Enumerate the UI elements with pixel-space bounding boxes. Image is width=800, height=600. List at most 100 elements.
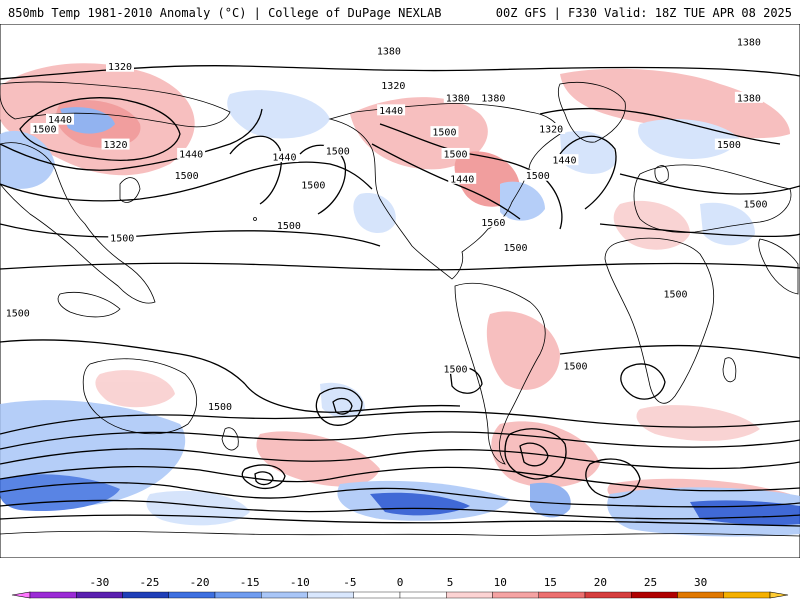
contour-1500-south-pacific-a bbox=[0, 339, 246, 385]
contour-trough-north-atlantic bbox=[559, 135, 617, 210]
height-label-bg bbox=[430, 126, 459, 138]
cold-anomaly-siberia-north bbox=[638, 119, 740, 159]
coast-maritime-continent bbox=[57, 291, 121, 318]
legend-color-box bbox=[723, 591, 771, 599]
height-label: 1500 bbox=[301, 181, 325, 192]
height-label: 1500 bbox=[564, 361, 588, 372]
legend-color-box bbox=[538, 591, 586, 599]
legend-tick-label: 30 bbox=[694, 576, 707, 589]
height-label: 1440 bbox=[179, 149, 203, 160]
contour-low-south-pacific-inner bbox=[254, 471, 274, 486]
height-label: 1380 bbox=[377, 47, 401, 58]
legend-color-box bbox=[76, 591, 123, 599]
height-label: 1320 bbox=[104, 140, 128, 151]
coast-india bbox=[758, 238, 799, 295]
coastlines bbox=[0, 81, 800, 537]
legend-tick-label: -10 bbox=[290, 576, 310, 589]
height-label: 1320 bbox=[381, 81, 405, 92]
contour-1140-south bbox=[0, 514, 800, 527]
height-label: 1380 bbox=[737, 93, 761, 104]
height-label: 1500 bbox=[526, 171, 550, 182]
legend-tick-label: 20 bbox=[594, 576, 607, 589]
legend-color-box bbox=[399, 591, 447, 599]
height-label-bg bbox=[741, 197, 770, 209]
height-label-bg bbox=[3, 306, 32, 318]
contour-trough-pacific-b bbox=[299, 144, 347, 215]
coast-siberia bbox=[0, 81, 231, 128]
height-label-bg bbox=[561, 359, 590, 371]
contour-north-1380 bbox=[0, 65, 800, 80]
cold-anomaly-us-east bbox=[500, 181, 545, 221]
height-label: 1500 bbox=[6, 308, 30, 319]
legend-color-box bbox=[677, 591, 724, 599]
contour-low-south-pacific bbox=[241, 464, 286, 490]
height-label: 1500 bbox=[32, 125, 56, 136]
height-label: 1560 bbox=[481, 218, 505, 229]
legend-color-box bbox=[29, 591, 77, 599]
contour-1500-south-pacific-b bbox=[244, 383, 461, 413]
height-label: 1440 bbox=[450, 174, 474, 185]
cold-anomaly-north-pacific bbox=[227, 90, 330, 139]
height-label-bg bbox=[714, 138, 743, 150]
height-label: 1440 bbox=[552, 156, 576, 167]
legend-color-box bbox=[584, 591, 632, 599]
coast-uk bbox=[654, 165, 669, 183]
height-label-bg bbox=[523, 169, 552, 181]
contour-1440-north-america bbox=[371, 143, 521, 220]
contour-1380-north-pacific-a bbox=[0, 108, 263, 171]
contour-1200-south bbox=[0, 499, 800, 520]
warm-anomaly-south-pacific bbox=[256, 431, 380, 487]
height-contours bbox=[0, 65, 800, 527]
height-label-bg bbox=[206, 400, 234, 412]
height-label-bg bbox=[448, 172, 477, 184]
height-label-bg bbox=[661, 288, 690, 300]
warm-anomaly-indian-ocean bbox=[636, 405, 760, 441]
legend-max-arrow bbox=[769, 591, 789, 599]
warm-anomaly-south-atlantic bbox=[491, 421, 600, 488]
height-label-bg bbox=[550, 154, 579, 166]
coast-south-america bbox=[454, 282, 546, 465]
height-label-layer: 1380132013801320138014401500150013201440… bbox=[3, 35, 770, 413]
coast-new-zealand bbox=[221, 427, 239, 451]
contour-1500-europe bbox=[599, 223, 800, 238]
contour-low-drake bbox=[504, 428, 567, 480]
contour-1500-high-inner bbox=[332, 397, 353, 415]
coast-antarctica bbox=[0, 530, 800, 537]
cold-anomaly-us-west bbox=[353, 193, 396, 234]
map-title: 850mb Temp 1981-2010 Anomaly (°C) | Coll… bbox=[8, 6, 442, 20]
contour-1440-south bbox=[0, 431, 800, 450]
contour-1320-south bbox=[0, 465, 800, 492]
legend-color-box bbox=[631, 591, 678, 599]
height-label: 1500 bbox=[744, 199, 768, 210]
legend-color-box bbox=[168, 591, 216, 599]
legend-tick-label: 15 bbox=[544, 576, 557, 589]
warm-anomaly-australia bbox=[95, 370, 175, 408]
height-label-bg bbox=[734, 91, 763, 103]
height-label-bg bbox=[374, 45, 403, 57]
contour-1380-south bbox=[0, 448, 800, 470]
warm-anomaly-europe bbox=[613, 200, 690, 250]
legend-tick-label: -5 bbox=[343, 576, 356, 589]
height-label: 1500 bbox=[444, 364, 468, 375]
height-label-bg bbox=[479, 216, 508, 228]
legend-tick-label: -20 bbox=[190, 576, 210, 589]
height-label-bg bbox=[46, 113, 74, 125]
legend-tick-label: -30 bbox=[89, 576, 109, 589]
height-label-bg bbox=[30, 123, 59, 135]
warm-anomaly-south-america bbox=[486, 311, 560, 390]
coast-europe bbox=[633, 164, 792, 233]
height-label-bg bbox=[379, 79, 408, 91]
height-label: 1500 bbox=[277, 221, 301, 232]
legend-tick-label: 25 bbox=[644, 576, 657, 589]
height-label-bg bbox=[177, 147, 206, 159]
height-label-bg bbox=[443, 91, 472, 103]
contour-trough-pacific-a bbox=[229, 135, 282, 205]
height-label-bg bbox=[274, 219, 303, 231]
legend-color-box bbox=[353, 591, 401, 599]
legend-color-box bbox=[307, 591, 354, 599]
height-label-bg bbox=[501, 241, 530, 253]
anomaly-map: 1380132013801320138014401500150013201440… bbox=[0, 24, 800, 558]
cold-anomaly-south-america bbox=[530, 482, 571, 518]
contour-1560-south bbox=[0, 410, 800, 435]
height-label: 1500 bbox=[444, 149, 468, 160]
